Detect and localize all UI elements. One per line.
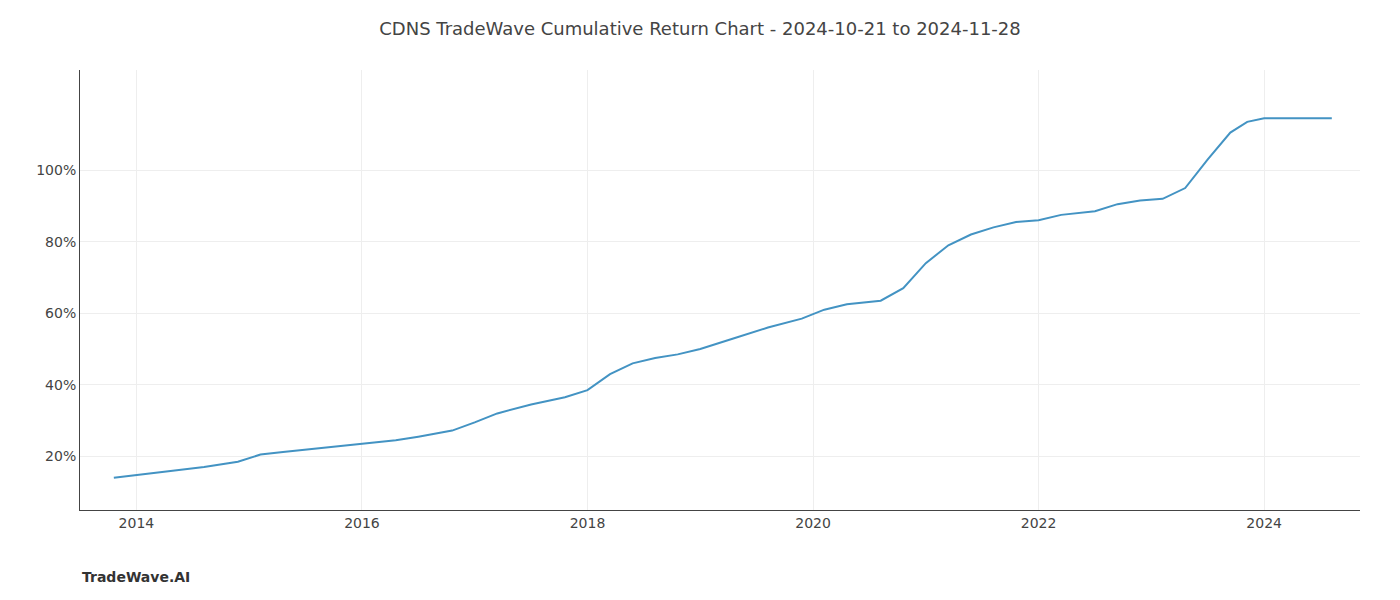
svg-text:60%: 60% — [45, 305, 76, 321]
svg-text:2022: 2022 — [1021, 515, 1057, 531]
svg-text:2016: 2016 — [344, 515, 380, 531]
svg-text:TradeWave.AI: TradeWave.AI — [82, 569, 190, 585]
svg-text:2018: 2018 — [570, 515, 606, 531]
svg-text:2024: 2024 — [1246, 515, 1282, 531]
svg-text:100%: 100% — [36, 162, 76, 178]
svg-text:2020: 2020 — [795, 515, 831, 531]
svg-text:80%: 80% — [45, 234, 76, 250]
svg-text:40%: 40% — [45, 377, 76, 393]
svg-text:20%: 20% — [45, 448, 76, 464]
svg-text:CDNS TradeWave Cumulative Retu: CDNS TradeWave Cumulative Return Chart -… — [379, 18, 1021, 39]
svg-text:2014: 2014 — [119, 515, 155, 531]
